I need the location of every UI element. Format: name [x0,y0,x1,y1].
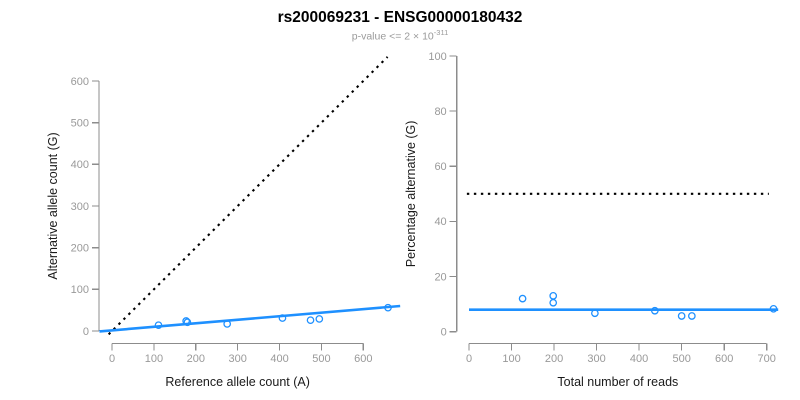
y-tick-label: 0 [441,327,447,339]
x-tick-label: 700 [758,353,776,365]
x-tick-label: 400 [270,353,288,365]
data-point [549,292,558,300]
fit-line [99,304,401,333]
x-tick-label: 0 [109,353,115,365]
y-tick-label: 600 [71,76,89,88]
data-point [688,312,696,320]
x-axis-title: Total number of reads [557,375,678,389]
y-axis-title: Percentage alternative (G) [404,121,418,268]
data-point [591,309,599,318]
data-point [549,298,558,307]
y-tick-label: 500 [71,117,89,129]
x-tick-label: 300 [587,353,605,365]
data-point [183,318,192,327]
y-tick-label: 40 [434,216,446,228]
x-tick-label: 200 [187,353,205,365]
data-point [518,294,527,303]
y-tick-label: 100 [428,51,446,63]
x-tick-label: 100 [502,353,520,365]
x-tick-label: 200 [545,353,563,365]
x-tick-label: 600 [354,353,372,365]
chart-title: rs200069231 - ENSG00000180432 [277,9,523,26]
data-point [677,312,686,320]
x-tick-label: 0 [466,353,472,365]
chart-subtitle: p-value <= 2 × 10-311 [0,28,800,43]
x-tick-label: 300 [228,353,246,365]
y-tick-label: 80 [434,106,446,118]
pvalue-text: p-value <= 2 × 10 [351,30,434,43]
y-tick-label: 0 [83,326,89,338]
pvalue-exponent: -311 [433,28,449,37]
right-panel-percentage: 0 20 40 60 80 100 0 100 200 300 400 500 600 700 Percen… [404,51,779,389]
x-tick-label: 500 [672,353,690,365]
x-tick-label: 600 [715,353,733,365]
data-point [306,316,315,325]
y-tick-label: 300 [71,201,89,213]
y-tick-label: 60 [434,161,446,173]
y-axis-title: Alternative allele count (G) [46,132,60,279]
data-point [315,315,324,323]
y-tick-label: 200 [71,242,89,254]
x-tick-label: 100 [145,353,163,365]
y-tick-label: 400 [71,159,89,171]
y-tick-label: 100 [71,284,89,296]
y-tick-label: 20 [434,271,446,283]
x-axis-title: Reference allele count (A) [165,375,310,389]
left-panel-allele-counts: 0 100 200 300 400 500 600 0 100 200 300 400 500 600 Al… [46,56,401,389]
identity-line [107,56,389,336]
x-tick-label: 500 [312,353,330,365]
x-tick-label: 400 [630,353,648,365]
